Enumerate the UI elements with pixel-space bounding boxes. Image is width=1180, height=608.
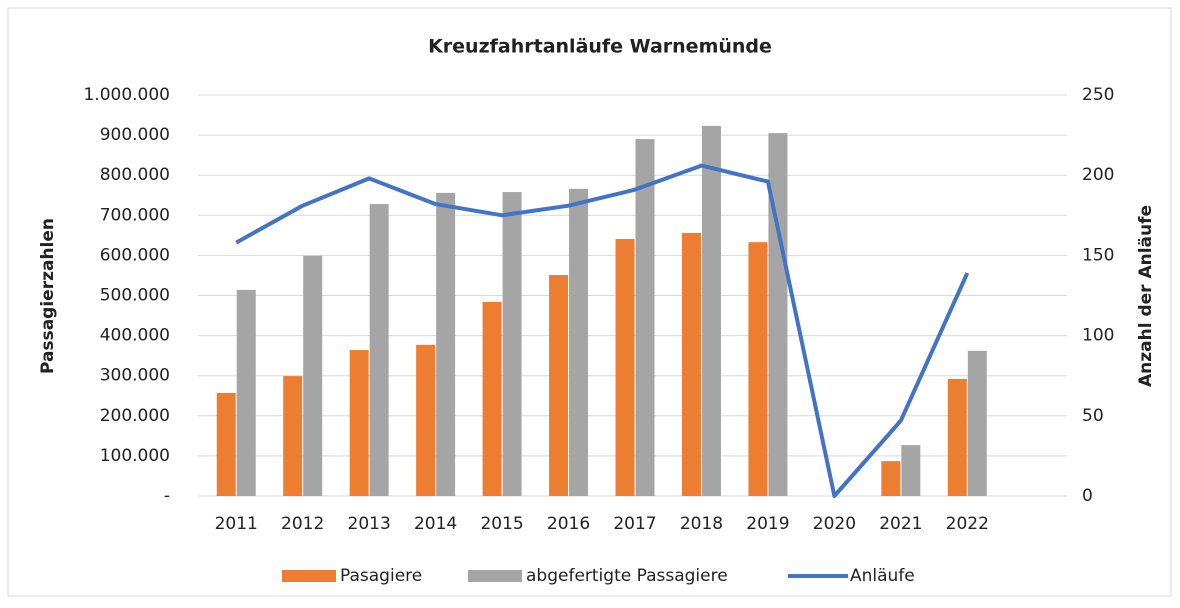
chart-title: Kreuzfahrtanläufe Warnemünde <box>428 36 772 58</box>
bar <box>236 289 256 496</box>
y-tick-label: 700.000 <box>100 205 170 225</box>
y-tick-label: 600.000 <box>100 245 170 265</box>
y2-tick-label: 100 <box>1082 326 1114 346</box>
bar <box>416 344 436 496</box>
y-tick-label: 200.000 <box>100 406 170 426</box>
x-tick-label: 2014 <box>414 514 457 534</box>
legend-swatch <box>282 570 336 582</box>
bar <box>635 139 655 497</box>
x-tick-label: 2013 <box>348 514 391 534</box>
x-tick-label: 2022 <box>946 514 989 534</box>
y-tick-label: 1.000.000 <box>83 85 170 105</box>
y2-tick-label: 150 <box>1082 245 1114 265</box>
x-tick-label: 2015 <box>480 514 523 534</box>
bar <box>768 133 788 496</box>
legend-swatch <box>468 570 522 582</box>
bar <box>569 188 589 497</box>
x-tick-label: 2020 <box>813 514 856 534</box>
y-tick-label: 800.000 <box>100 165 170 185</box>
x-tick-label: 2017 <box>613 514 656 534</box>
bar <box>216 392 236 496</box>
x-tick-label: 2016 <box>547 514 590 534</box>
bar <box>881 461 901 496</box>
y-tick-label: 500.000 <box>100 286 170 306</box>
y2-tick-label: 200 <box>1082 165 1114 185</box>
bar <box>748 242 768 496</box>
y-tick-label: 300.000 <box>100 366 170 386</box>
bar <box>482 301 502 496</box>
bar <box>369 204 389 496</box>
legend-label: abgefertigte Passagiere <box>526 566 728 586</box>
y-axis-label: Passagierzahlen <box>38 218 58 374</box>
bar <box>681 232 701 496</box>
bar <box>615 238 635 497</box>
bar <box>901 445 921 496</box>
y2-axis-label: Anzahl der Anläufe <box>1136 205 1156 387</box>
bar <box>349 350 369 496</box>
bar <box>436 192 456 496</box>
line <box>235 163 970 498</box>
legend-label: Pasagiere <box>340 566 422 586</box>
y2-tick-label: 50 <box>1082 406 1104 426</box>
x-tick-label: 2012 <box>281 514 324 534</box>
bar <box>549 275 569 496</box>
chart-border <box>7 7 1172 597</box>
x-tick-label: 2011 <box>215 514 258 534</box>
legend-label: Anläufe <box>850 566 915 586</box>
bar <box>947 378 967 496</box>
x-tick-label: 2019 <box>746 514 789 534</box>
y-tick-label: 900.000 <box>100 125 170 145</box>
bar <box>701 125 721 496</box>
x-tick-label: 2018 <box>680 514 723 534</box>
bar <box>502 192 522 497</box>
y-tick-label: 400.000 <box>100 326 170 346</box>
x-tick-label: 2021 <box>879 514 922 534</box>
y2-tick-label: 250 <box>1082 85 1114 105</box>
bar <box>967 350 987 496</box>
y-tick-label: 100.000 <box>100 446 170 466</box>
y2-tick-label: 0 <box>1082 486 1093 506</box>
y-tick-label: - <box>164 486 170 506</box>
bar <box>283 376 303 496</box>
bar <box>303 255 323 496</box>
